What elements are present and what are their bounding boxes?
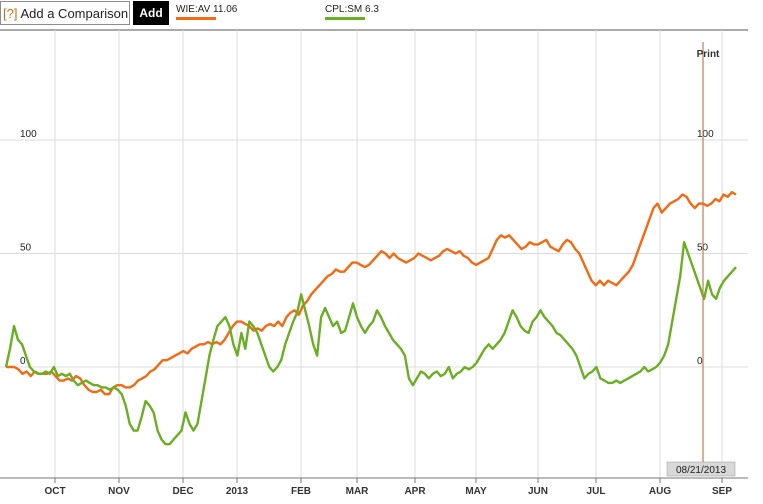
x-tick-label: NOV [108, 486, 130, 497]
series-line-wie-av [6, 190, 737, 396]
compare-input[interactable] [17, 5, 129, 21]
help-icon[interactable]: [?] [3, 5, 18, 21]
x-tick-label: APR [404, 486, 426, 497]
x-tick-label: 2013 [226, 486, 249, 497]
compare-field[interactable]: [?] [0, 1, 130, 25]
series-line-cpl-sm [4, 240, 737, 446]
x-axis-labels: OCT NOV DEC 2013 FEB MAR APR MAY JUN JUL AUG SEP [44, 478, 732, 497]
add-button[interactable]: Add [133, 1, 169, 25]
legend-item-wie: WIE:AV 11.06 [176, 4, 237, 20]
legend-label: CPL:SM 6.3 [325, 4, 379, 15]
x-tick-label: SEP [712, 486, 732, 497]
x-tick-label: DEC [172, 486, 193, 497]
legend-swatch [176, 17, 216, 20]
y-tick-label-right: 100 [697, 129, 714, 140]
x-tick-label: JUN [528, 486, 548, 497]
x-tick-label: AUG [649, 486, 671, 497]
y-tick-label-left: 50 [20, 243, 32, 254]
print-link[interactable]: Print [697, 49, 720, 60]
y-tick-label-left: 100 [20, 129, 37, 140]
legend-label: WIE:AV 11.06 [176, 4, 238, 15]
cursor-date: 08/21/2013 [676, 465, 726, 476]
legend-swatch [325, 17, 365, 20]
y-tick-label-right: 0 [697, 356, 703, 367]
x-tick-label: JUL [587, 486, 606, 497]
x-tick-label: MAR [346, 486, 370, 497]
horizontal-gridlines [0, 139, 748, 368]
legend-item-cpl: CPL:SM 6.3 [325, 4, 379, 20]
x-tick-label: MAY [465, 486, 487, 497]
cursor-date-box [666, 461, 736, 477]
x-tick-label: FEB [291, 486, 311, 497]
y-tick-label-left: 0 [20, 356, 26, 367]
toolbar: [?] Add WIE:AV 11.06 CPL:SM 6.3 [0, 0, 763, 30]
x-tick-label: OCT [44, 486, 65, 497]
series-layer [4, 190, 737, 446]
